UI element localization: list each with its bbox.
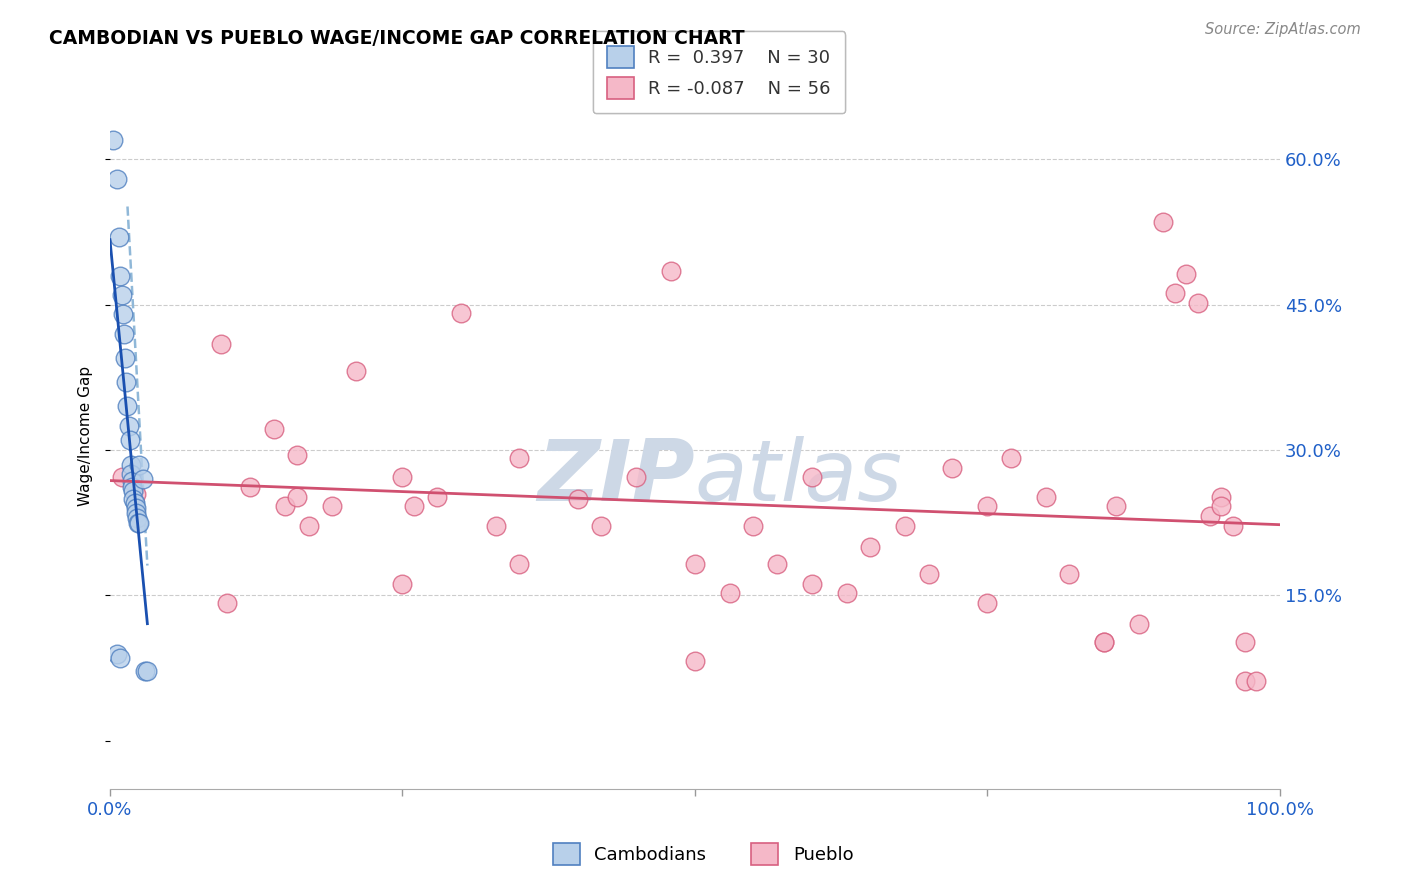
Point: [859, 540, 882, 554]
Point: [683, 558, 706, 572]
Point: [239, 480, 262, 494]
Point: [298, 518, 321, 533]
Text: ZIP: ZIP: [537, 436, 695, 519]
Point: [110, 651, 132, 665]
Point: [391, 576, 413, 591]
Point: [321, 500, 343, 514]
Point: [718, 586, 741, 600]
Legend: Cambodians, Pueblo: Cambodians, Pueblo: [546, 836, 860, 872]
Point: [112, 326, 135, 341]
Point: [1092, 635, 1115, 649]
Point: [508, 450, 530, 465]
Point: [124, 501, 146, 516]
Legend: R =  0.397    N = 30, R = -0.087    N = 56: R = 0.397 N = 30, R = -0.087 N = 56: [592, 31, 845, 113]
Point: [918, 567, 941, 582]
Point: [111, 308, 134, 322]
Point: [128, 458, 150, 472]
Point: [121, 480, 143, 494]
Point: [124, 506, 146, 520]
Point: [765, 558, 787, 572]
Point: [1092, 635, 1115, 649]
Point: [508, 558, 530, 572]
Point: [209, 336, 232, 351]
Text: CAMBODIAN VS PUEBLO WAGE/INCOME GAP CORRELATION CHART: CAMBODIAN VS PUEBLO WAGE/INCOME GAP CORR…: [49, 29, 745, 47]
Text: atlas: atlas: [695, 436, 903, 519]
Point: [118, 434, 141, 448]
Point: [121, 474, 143, 488]
Point: [108, 230, 131, 244]
Text: Source: ZipAtlas.com: Source: ZipAtlas.com: [1205, 22, 1361, 37]
Point: [115, 376, 138, 390]
Point: [1000, 450, 1022, 465]
Point: [1152, 215, 1174, 229]
Point: [894, 518, 917, 533]
Point: [122, 483, 145, 498]
Point: [118, 418, 141, 433]
Point: [285, 448, 308, 462]
Point: [103, 133, 125, 147]
Point: [124, 486, 146, 500]
Point: [800, 470, 823, 484]
Point: [1163, 286, 1185, 301]
Point: [134, 664, 156, 678]
Point: [800, 576, 823, 591]
Point: [127, 516, 149, 530]
Point: [1233, 673, 1256, 688]
Point: [111, 288, 134, 302]
Point: [117, 400, 139, 414]
Point: [1211, 490, 1233, 504]
Point: [1233, 635, 1256, 649]
Point: [1187, 295, 1209, 310]
Point: [131, 472, 153, 486]
Point: [215, 596, 238, 610]
Point: [125, 511, 148, 525]
Point: [1035, 490, 1057, 504]
Point: [683, 654, 706, 668]
Point: [450, 305, 472, 319]
Point: [426, 490, 449, 504]
Point: [285, 490, 308, 504]
Point: [111, 470, 134, 484]
Point: [567, 491, 589, 506]
Point: [114, 351, 136, 365]
Point: [485, 518, 508, 533]
Point: [110, 268, 132, 283]
Point: [124, 496, 146, 510]
Point: [105, 647, 128, 661]
Point: [1198, 508, 1220, 523]
Point: [661, 264, 683, 278]
Point: [136, 664, 159, 678]
Point: [122, 491, 145, 506]
Point: [976, 596, 998, 610]
Point: [591, 518, 613, 533]
Y-axis label: Wage/Income Gap: Wage/Income Gap: [79, 366, 93, 506]
Point: [1175, 267, 1198, 281]
Point: [1246, 673, 1268, 688]
Point: [976, 500, 998, 514]
Point: [941, 460, 963, 475]
Point: [344, 364, 367, 378]
Point: [626, 470, 648, 484]
Point: [1105, 500, 1128, 514]
Point: [404, 500, 426, 514]
Point: [120, 458, 142, 472]
Point: [105, 171, 128, 186]
Point: [1057, 567, 1080, 582]
Point: [274, 500, 297, 514]
Point: [742, 518, 765, 533]
Point: [128, 516, 150, 530]
Point: [263, 422, 285, 436]
Point: [1222, 518, 1244, 533]
Point: [835, 586, 858, 600]
Point: [391, 470, 413, 484]
Point: [1128, 617, 1150, 632]
Point: [120, 467, 142, 482]
Point: [1211, 500, 1233, 514]
